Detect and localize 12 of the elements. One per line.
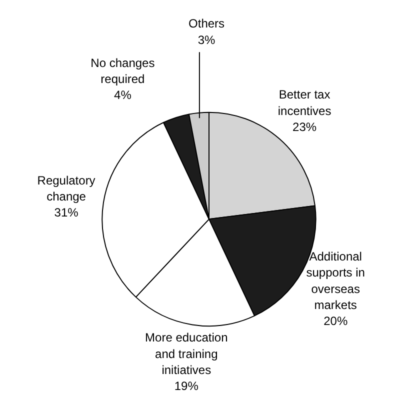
slice-label: No changes required (90, 56, 155, 86)
slice-label: Additional supports in overseas markets (306, 250, 365, 312)
slice-label: Others (188, 16, 225, 31)
slice-label: More education and training initiatives (145, 330, 228, 377)
data-label: 19% (174, 379, 199, 394)
data-label: 4% (114, 88, 132, 102)
data-label: 23% (292, 120, 317, 134)
slice-label: Better tax incentives (278, 88, 332, 118)
data-label: 31% (54, 206, 79, 220)
data-label: 20% (324, 314, 348, 328)
data-label: 3% (198, 32, 216, 47)
slice-label: Regulatory change (37, 173, 96, 204)
